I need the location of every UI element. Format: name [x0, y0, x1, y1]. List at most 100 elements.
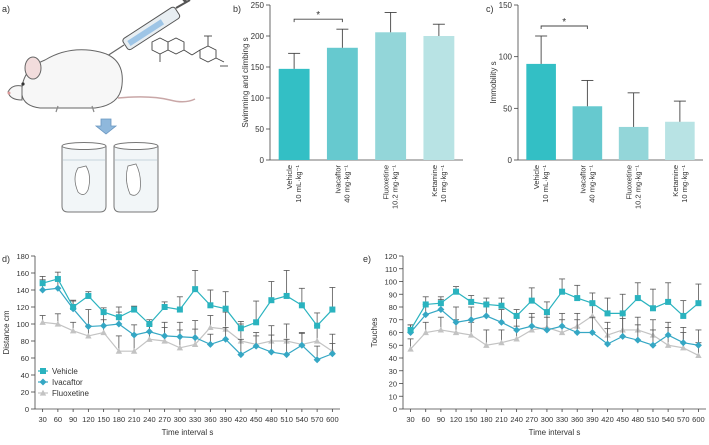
chart-e-x-tick-label: 570 [677, 415, 690, 424]
forced-swim-beakers [61, 142, 159, 213]
chart-d-x-tick-label: 390 [219, 415, 232, 424]
series-fluoxetine [407, 302, 702, 359]
chart-e-x-tick-label: 330 [556, 415, 569, 424]
data-point-ivacaftor [619, 332, 627, 340]
chart-d-y-tick-label: 20 [21, 388, 29, 397]
chart-e-y-tick-label: 30 [389, 367, 397, 376]
legend-label-ivacaftor: Ivacaftor [52, 378, 83, 387]
data-point-vehicle [268, 297, 275, 304]
data-point-ivacaftor [206, 340, 214, 348]
data-point-vehicle [39, 280, 46, 287]
data-point-ivacaftor [39, 286, 47, 294]
chart-e-x-tick-label: 450 [616, 415, 629, 424]
data-point-ivacaftor [252, 342, 260, 350]
chart-d-xlabel: Time interval s [162, 428, 214, 437]
series-line-ivacaftor [410, 308, 699, 346]
chart-d-x-tick-label: 120 [82, 415, 95, 424]
data-point-ivacaftor [100, 322, 108, 330]
data-point-ivacaftor [588, 329, 596, 336]
x-tick-label-line: Vehicle [285, 165, 294, 189]
chart-e-y-tick-label: 80 [389, 303, 397, 312]
data-point-fluoxetine [161, 337, 168, 344]
chart-e-y-tick-label: 0 [393, 405, 397, 414]
data-point-vehicle [604, 310, 611, 317]
data-point-ivacaftor [422, 311, 430, 319]
data-point-fluoxetine [695, 352, 702, 359]
chart-b-y-tick-label: 0 [260, 156, 265, 165]
chart-b-ylabel: Swimming and climbing s [241, 37, 250, 127]
data-point-vehicle [70, 304, 77, 310]
data-point-fluoxetine [115, 348, 123, 354]
data-point-vehicle [559, 288, 566, 295]
data-point-vehicle [131, 306, 138, 313]
data-point-ivacaftor [298, 341, 306, 349]
data-point-fluoxetine [85, 332, 92, 339]
syringe-illustration [103, 0, 191, 59]
x-tick-label-line: Ketamine [430, 165, 439, 197]
data-point-ivacaftor [604, 340, 612, 348]
chart-d-x-tick-label: 600 [326, 415, 339, 424]
data-point-fluoxetine [422, 329, 429, 336]
bar-ketamine [423, 36, 455, 160]
chart-d-y-tick-label: 180 [16, 252, 29, 261]
x-tick-label-ketamine: Ketamine 10 mg·kg⁻¹ [671, 165, 689, 203]
data-point-fluoxetine [207, 324, 214, 330]
chart-e-ylabel: Touches [370, 318, 379, 348]
data-point-fluoxetine [680, 344, 687, 351]
chart-e-x-tick-label: 360 [571, 415, 584, 424]
data-point-vehicle [543, 309, 550, 316]
panel-b-letter: b) [233, 4, 241, 14]
chart-e-y-tick-label: 40 [389, 354, 397, 363]
data-point-vehicle [314, 322, 321, 329]
data-point-fluoxetine [483, 342, 490, 348]
data-point-vehicle [619, 310, 626, 317]
chart-e-x-tick-label: 480 [632, 415, 645, 424]
chart-e-x-tick-label: 300 [541, 415, 554, 424]
data-point-vehicle [222, 305, 229, 312]
chart-e-x-tick-label: 120 [450, 415, 463, 424]
x-tick-label-ketamine: Ketamine 10 mg·kg⁻¹ [430, 165, 448, 203]
legend-label-fluoxetine: Fluoxetine [52, 389, 89, 398]
x-tick-label-line: Fluoxetine [625, 165, 634, 200]
chart-e-y-tick-label: 90 [389, 290, 397, 299]
data-point-vehicle [634, 295, 641, 302]
chart-e-touches: e) 0 10 20 30 40 50 60 70 80 90 100 110 120 30 60 90 120… [363, 252, 706, 437]
data-point-vehicle [115, 314, 122, 321]
data-point-ivacaftor [176, 333, 184, 341]
down-arrow-icon [94, 118, 118, 135]
x-tick-label-ivacaftor: Ivacaftor 40 mg·kg⁻¹ [333, 165, 351, 203]
data-point-fluoxetine [407, 345, 414, 352]
data-point-vehicle [453, 288, 460, 295]
chart-c-ylabel: Immobility s [489, 61, 498, 103]
chart-c-significance-label: * [562, 17, 566, 28]
chart-d-x-tick-label: 210 [128, 415, 141, 424]
x-tick-label-line: 10 mL·kg⁻¹ [541, 165, 550, 203]
data-point-vehicle [146, 321, 153, 327]
data-point-ivacaftor [437, 306, 445, 314]
molecule-structure-icon [151, 35, 228, 67]
data-point-vehicle [329, 306, 336, 313]
legend-swatch-marker [40, 368, 46, 374]
chart-b-y-tick-label: 50 [255, 125, 264, 134]
chart-d-x-tick-label: 360 [204, 415, 217, 424]
data-point-ivacaftor [222, 335, 230, 343]
chart-b-y-tick-label: 200 [251, 32, 265, 41]
data-point-fluoxetine [528, 326, 535, 333]
data-point-ivacaftor [283, 351, 291, 359]
data-point-vehicle [207, 302, 214, 309]
chart-d-y-tick-label: 140 [16, 286, 29, 295]
bar-vehicle [278, 68, 310, 160]
x-tick-label-vehicle: Vehicle 10 mL·kg⁻¹ [285, 165, 303, 203]
data-point-vehicle [498, 302, 505, 309]
data-point-ivacaftor [145, 328, 153, 336]
data-point-vehicle [468, 298, 475, 305]
chart-d-y-tick-label: 0 [25, 405, 29, 414]
series-ivacaftor [407, 298, 702, 349]
x-tick-label-line: 40 mg·kg⁻¹ [342, 165, 351, 203]
chart-d-ylabel: Distance cm [2, 310, 11, 354]
chart-b-significance-label: * [316, 10, 320, 21]
x-tick-label-line: Vehicle [532, 165, 541, 189]
series-line-fluoxetine [410, 315, 699, 356]
chart-d-y-tick-label: 60 [21, 354, 29, 363]
